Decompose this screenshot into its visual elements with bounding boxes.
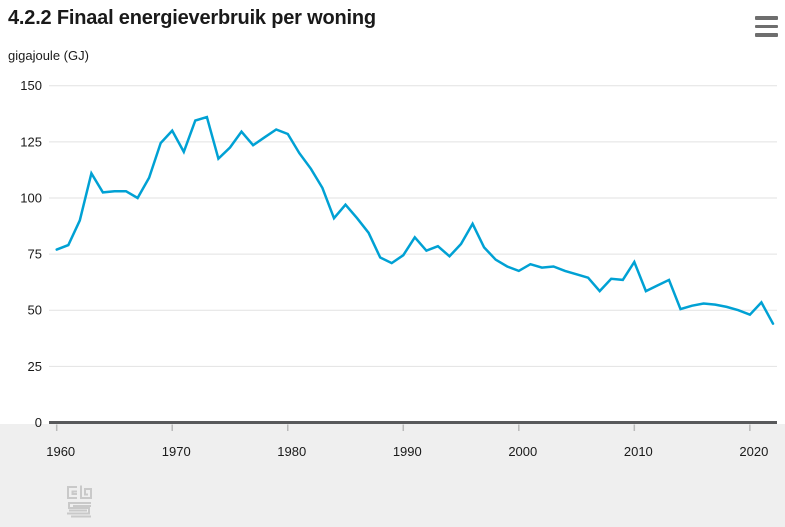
y-tick-label: 50 <box>28 303 42 318</box>
hamburger-bar <box>755 24 778 29</box>
x-tick-label: 2000 <box>508 444 537 459</box>
x-tick-label: 1980 <box>277 444 306 459</box>
y-tick-label: 0 <box>35 415 42 430</box>
x-tick-label: 1960 <box>46 444 75 459</box>
hamburger-bar <box>755 16 778 20</box>
y-tick-label: 150 <box>20 78 42 93</box>
y-tick-label: 125 <box>20 134 42 149</box>
x-tick-label: 2020 <box>739 444 768 459</box>
y-tick-label: 25 <box>28 359 42 374</box>
x-tick-label: 1970 <box>162 444 191 459</box>
x-tick-label: 2010 <box>624 444 653 459</box>
x-tick-label: 1990 <box>393 444 422 459</box>
chart-unit-label: gigajoule (GJ) <box>8 48 89 63</box>
cbs-logo <box>67 485 92 518</box>
hamburger-bar <box>755 33 778 37</box>
chart-title: 4.2.2 Finaal energieverbruik per woning <box>8 7 376 29</box>
chart-footer-band <box>0 424 785 527</box>
y-tick-label: 75 <box>28 247 42 262</box>
series-line <box>55 115 775 325</box>
hamburger-menu-icon[interactable] <box>755 16 778 37</box>
y-tick-label: 100 <box>20 190 42 205</box>
